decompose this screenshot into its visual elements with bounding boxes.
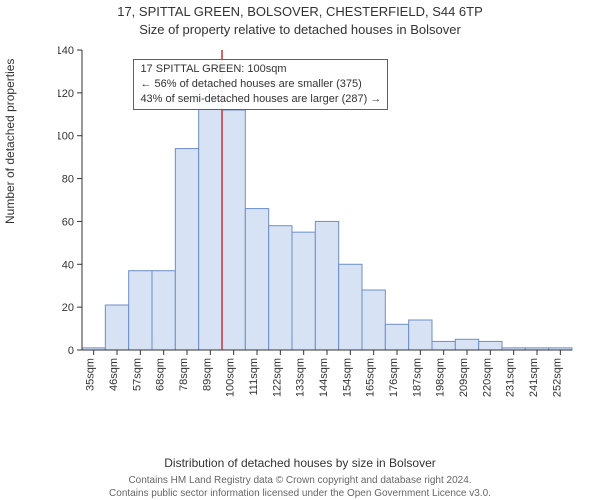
svg-text:60: 60 [62,216,74,228]
histogram-bar [175,149,198,350]
annotation-property-size: 17 SPITTAL GREEN: 100sqm [140,62,381,77]
svg-text:46sqm: 46sqm [108,358,120,391]
svg-text:252sqm: 252sqm [551,358,563,397]
histogram-bar [129,271,152,350]
svg-text:100: 100 [58,131,74,143]
x-axis-title: Distribution of detached houses by size … [0,456,600,470]
svg-text:198sqm: 198sqm [435,358,447,397]
svg-text:80: 80 [62,174,74,186]
svg-text:68sqm: 68sqm [155,358,167,391]
histogram-bar [479,341,502,350]
histogram-bar [362,290,385,350]
histogram-bar [245,209,268,350]
svg-text:57sqm: 57sqm [131,358,143,391]
svg-text:209sqm: 209sqm [458,358,470,397]
histogram-bar [315,221,338,350]
svg-text:231sqm: 231sqm [505,358,517,397]
svg-text:176sqm: 176sqm [388,358,400,397]
histogram-bar [222,110,245,350]
svg-text:35sqm: 35sqm [85,358,97,391]
svg-text:133sqm: 133sqm [295,358,307,397]
copyright-line1: Contains HM Land Registry data © Crown c… [0,475,600,486]
property-annotation-box: 17 SPITTAL GREEN: 100sqm ← 56% of detach… [133,59,388,110]
svg-text:187sqm: 187sqm [411,358,423,397]
y-axis-title: Number of detached properties [3,59,17,224]
svg-text:78sqm: 78sqm [178,358,190,391]
histogram-bar [105,305,128,350]
svg-text:220sqm: 220sqm [481,358,493,397]
svg-text:120: 120 [58,88,74,100]
chart-subtitle: Size of property relative to detached ho… [0,22,600,37]
histogram-bar [269,226,292,350]
histogram-bar [409,320,432,350]
svg-text:154sqm: 154sqm [341,358,353,397]
svg-text:100sqm: 100sqm [225,358,237,397]
svg-text:144sqm: 144sqm [318,358,330,397]
histogram-bar [152,271,175,350]
annotation-larger-pct: 43% of semi-detached houses are larger (… [140,92,381,107]
histogram-bar [199,97,222,350]
svg-text:0: 0 [68,345,74,357]
annotation-smaller-pct: ← 56% of detached houses are smaller (37… [140,77,381,92]
svg-text:165sqm: 165sqm [365,358,377,397]
histogram-bar [385,324,408,350]
svg-text:122sqm: 122sqm [271,358,283,397]
histogram-bar [455,339,478,350]
svg-text:241sqm: 241sqm [528,358,540,397]
svg-text:111sqm: 111sqm [248,358,260,396]
svg-text:40: 40 [62,259,74,271]
svg-text:89sqm: 89sqm [201,358,213,391]
svg-text:20: 20 [62,302,74,314]
histogram-bar [292,232,315,350]
histogram-bar [339,264,362,350]
chart-address-title: 17, SPITTAL GREEN, BOLSOVER, CHESTERFIEL… [0,4,600,19]
copyright-line2: Contains public sector information licen… [0,488,600,499]
histogram-bar [432,341,455,350]
svg-text:140: 140 [58,45,74,57]
